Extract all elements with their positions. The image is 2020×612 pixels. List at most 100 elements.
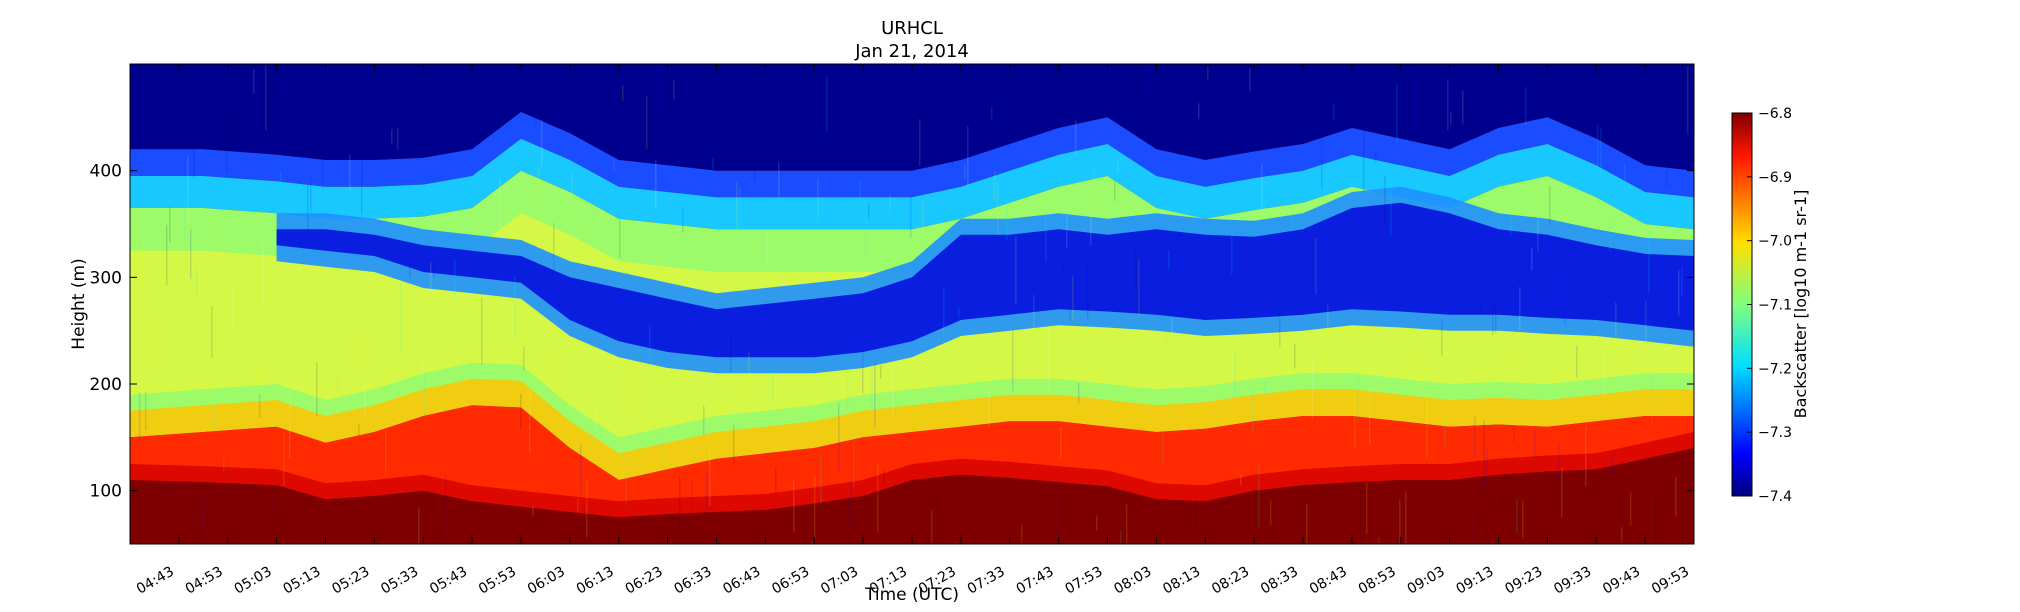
texture-streak <box>1399 499 1401 544</box>
texture-streak <box>1012 328 1014 392</box>
texture-streak <box>1519 286 1521 331</box>
texture-streak <box>922 202 924 237</box>
x-tick-label: 05:43 <box>427 564 470 598</box>
texture-streak <box>1048 328 1050 395</box>
texture-streak <box>931 510 933 544</box>
texture-streak <box>385 429 387 476</box>
texture-streak <box>1069 264 1071 323</box>
texture-streak <box>1249 68 1251 92</box>
texture-streak <box>1312 356 1314 420</box>
texture-streak <box>1066 215 1068 249</box>
x-tick-label: 09:43 <box>1600 564 1643 598</box>
texture-streak <box>754 164 756 182</box>
texture-streak <box>1093 169 1095 217</box>
texture-streak <box>145 392 147 431</box>
dense-layer-orange <box>130 378 1694 480</box>
colorbar-tick-label: −7.0 <box>1758 234 1792 250</box>
texture-streak <box>670 540 672 544</box>
texture-streak <box>814 474 816 539</box>
texture-streak <box>1294 343 1296 369</box>
texture-streak <box>1681 268 1683 297</box>
texture-streak <box>1033 294 1035 332</box>
texture-streak <box>733 424 735 466</box>
x-tick-label: 04:53 <box>183 564 226 598</box>
colorbar-tick-label: −6.8 <box>1758 106 1792 122</box>
x-tick-label: 08:43 <box>1307 564 1350 598</box>
texture-streak <box>1597 125 1599 169</box>
texture-streak <box>1576 345 1578 379</box>
texture-streak <box>625 451 627 506</box>
texture-streak <box>604 100 606 127</box>
texture-streak <box>1321 127 1323 190</box>
texture-streak <box>349 153 351 191</box>
texture-streak <box>880 365 882 379</box>
texture-streak <box>769 89 771 129</box>
texture-streak <box>1171 318 1173 335</box>
texture-streak <box>358 424 360 436</box>
chart-title: URHCL <box>881 18 943 39</box>
texture-streak <box>1621 526 1623 543</box>
texture-streak <box>1357 371 1359 424</box>
texture-streak <box>988 388 990 427</box>
texture-streak <box>1087 266 1089 319</box>
texture-streak <box>661 432 663 462</box>
texture-streak <box>421 353 423 374</box>
texture-streak <box>532 506 534 517</box>
texture-streak <box>514 276 516 339</box>
texture-streak <box>910 196 912 239</box>
texture-streak <box>1279 312 1281 348</box>
texture-streak <box>646 95 648 150</box>
x-tick-label: 06:33 <box>672 564 715 598</box>
texture-streak <box>778 161 780 198</box>
texture-streak <box>1558 442 1560 487</box>
texture-streak <box>583 505 585 544</box>
texture-streak <box>1513 425 1515 443</box>
texture-streak <box>1537 188 1539 252</box>
texture-streak <box>541 120 543 168</box>
texture-streak <box>166 224 168 286</box>
dense-layer-darkred <box>130 432 1694 518</box>
saturated-layer <box>130 448 1694 544</box>
texture-streak <box>937 490 939 511</box>
texture-streak <box>907 150 909 164</box>
texture-streak <box>1390 174 1392 236</box>
texture-streak <box>1408 87 1410 127</box>
texture-streak <box>847 366 849 411</box>
colorbar-tick-label: −6.9 <box>1758 170 1792 186</box>
texture-streak <box>481 297 483 366</box>
x-tick-label: 05:23 <box>329 564 372 598</box>
texture-streak <box>820 453 822 505</box>
texture-streak <box>658 64 660 125</box>
texture-streak <box>364 380 366 417</box>
texture-streak <box>223 457 225 472</box>
texture-streak <box>454 259 456 300</box>
texture-streak <box>613 159 615 171</box>
texture-streak <box>1258 465 1260 528</box>
dense-layer-red <box>130 405 1694 518</box>
x-tick-label: 07:33 <box>965 564 1008 598</box>
texture-streak <box>1612 454 1614 476</box>
texture-streak <box>553 223 555 276</box>
texture-streak <box>1675 476 1677 517</box>
texture-streak <box>262 243 264 308</box>
heatmap-area <box>130 64 1694 544</box>
texture-streak <box>1654 496 1656 544</box>
texture-streak <box>316 362 318 417</box>
y-tick-label: 300 <box>90 268 122 288</box>
texture-streak <box>337 373 339 392</box>
texture-streak <box>964 165 966 180</box>
texture-streak <box>1303 118 1305 139</box>
texture-streak <box>1396 83 1398 144</box>
texture-streak <box>1021 525 1023 544</box>
texture-streak <box>1444 418 1446 448</box>
x-tick-label: 09:23 <box>1502 564 1545 598</box>
texture-streak <box>1078 382 1080 404</box>
texture-streak <box>142 243 144 297</box>
texture-streak <box>211 306 213 358</box>
texture-streak <box>1327 304 1329 342</box>
texture-streak <box>1384 176 1386 226</box>
texture-streak <box>571 171 573 219</box>
texture-streak <box>865 210 867 258</box>
texture-streak <box>226 101 228 172</box>
